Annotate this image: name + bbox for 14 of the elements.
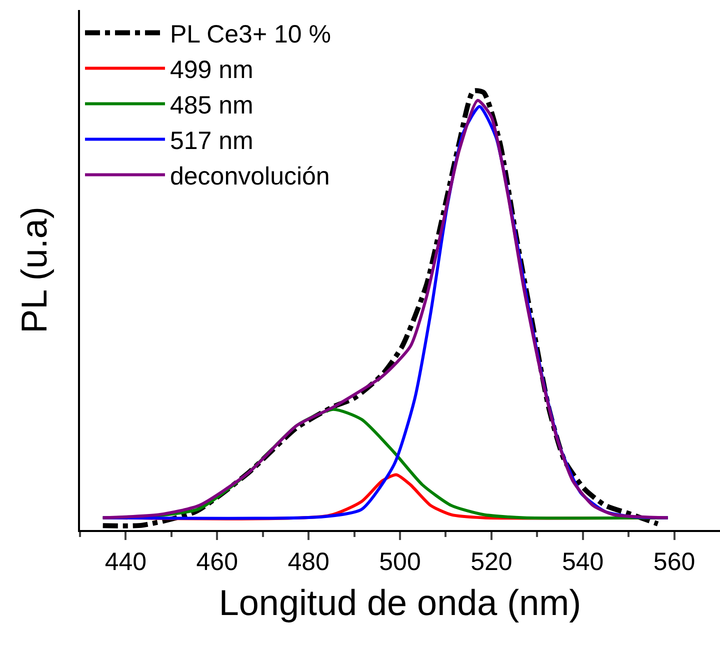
x-tick-label: 520	[470, 548, 512, 576]
legend-label: 485 nm	[170, 92, 254, 120]
x-tick-label: 500	[379, 548, 421, 576]
x-tick-label: 460	[196, 548, 238, 576]
y-axis-title: PL (u.a)	[14, 206, 55, 334]
legend-label: deconvolución	[170, 162, 330, 190]
x-tick-label: 480	[288, 548, 330, 576]
legend-label: 517 nm	[170, 127, 254, 155]
x-tick-label: 560	[653, 548, 696, 576]
legend-label: 499 nm	[170, 56, 254, 84]
x-tick-label: 540	[562, 548, 604, 576]
legend-label: PL Ce3+ 10 %	[170, 20, 331, 48]
x-axis-title: Longitud de onda (nm)	[218, 582, 582, 623]
x-tick-label: 440	[104, 548, 147, 576]
